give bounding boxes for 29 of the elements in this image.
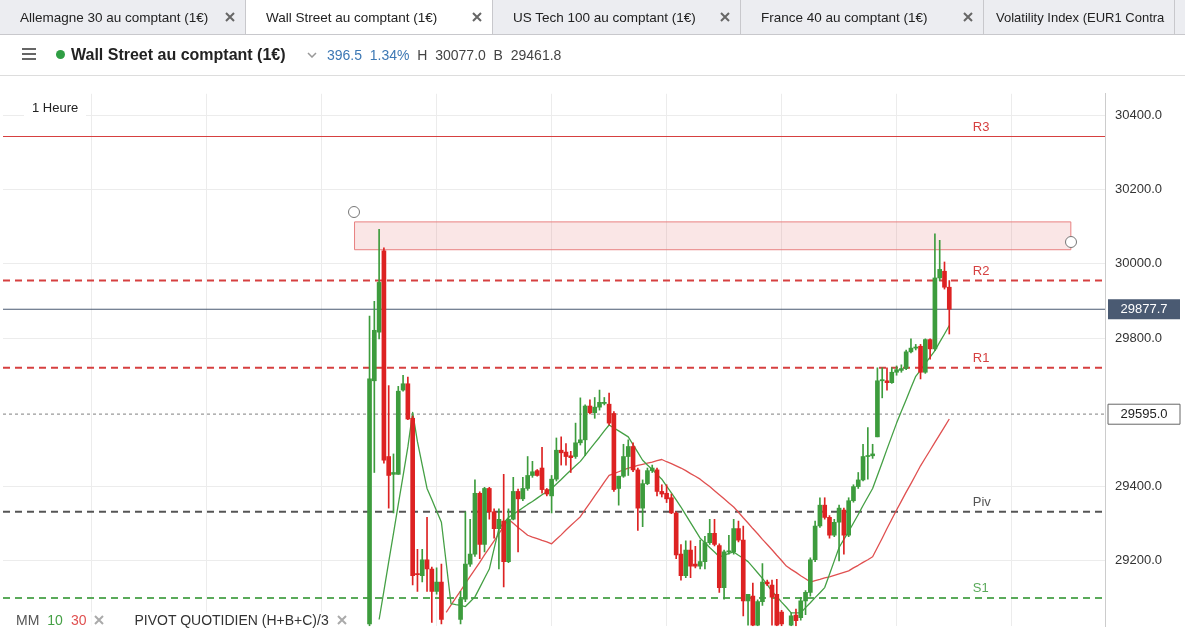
text: 10 xyxy=(47,612,63,628)
chart-subtitle: 396.5 1.34% H 30077.0 B 29461.8 xyxy=(327,47,562,63)
annotation: PIVOT QUOTIDIEN (H+B+C)/3 xyxy=(134,612,329,628)
ref-line-label: S1 xyxy=(972,580,989,596)
y-tick-label: 30000.0 xyxy=(1115,255,1162,271)
y-tick-label: 29800.0 xyxy=(1115,329,1162,345)
text: Allemagne 30 au comptant (1€) xyxy=(20,9,209,25)
ref-line-label: Piv xyxy=(972,493,992,509)
text: 30 xyxy=(70,612,87,628)
candlestick xyxy=(558,436,564,466)
ref-line-label: R2 xyxy=(972,262,990,278)
annotation: 1 Heure xyxy=(24,98,87,117)
ref-line-label: 29877.7 xyxy=(1120,300,1168,316)
text: US Tech 100 au comptant (1€) xyxy=(513,9,696,25)
chart-title: Wall Street au comptant (1€) xyxy=(71,46,286,64)
y-tick-label: 30400.0 xyxy=(1115,106,1162,122)
candlestick xyxy=(865,427,871,480)
ref-line-label: R1 xyxy=(972,349,990,365)
text: France 40 au comptant (1€) xyxy=(761,9,928,25)
text: Wall Street au comptant (1€) xyxy=(266,9,438,25)
candlestick xyxy=(601,397,607,406)
y-tick-label: 29200.0 xyxy=(1115,552,1162,568)
ref-line-label: R3 xyxy=(972,118,990,134)
candlestick xyxy=(884,367,890,391)
annotation: MM xyxy=(16,612,40,628)
y-tick-label: 30200.0 xyxy=(1115,181,1162,197)
y-tick-label: 29400.0 xyxy=(1115,478,1162,494)
ref-line-label: 29595.0 xyxy=(1120,405,1168,421)
text: Volatility Index (EUR1 Contra xyxy=(996,9,1165,25)
